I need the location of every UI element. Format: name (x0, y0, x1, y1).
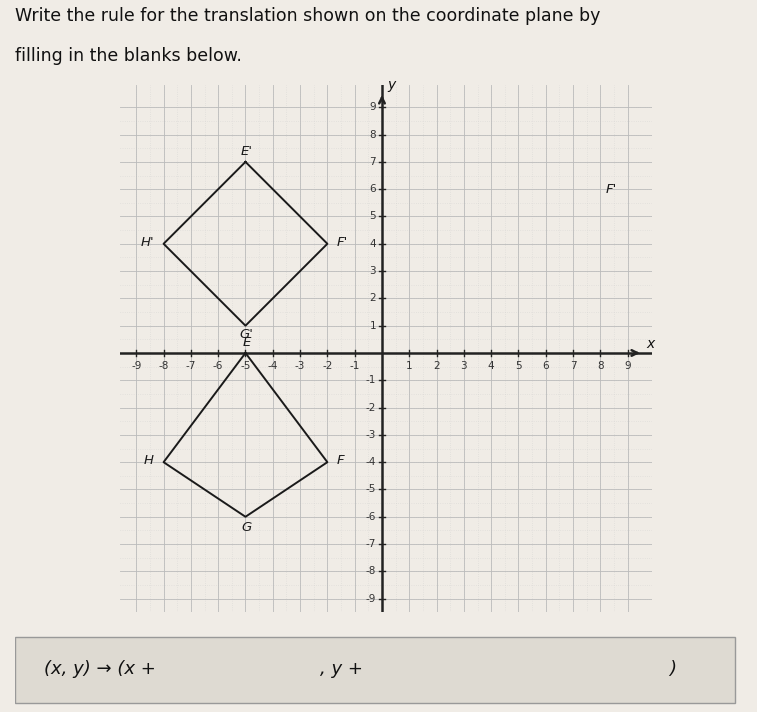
Text: (x, y) → (x +: (x, y) → (x + (44, 660, 156, 679)
Text: 4: 4 (369, 239, 376, 248)
Text: Write the rule for the translation shown on the coordinate plane by: Write the rule for the translation shown… (15, 7, 600, 25)
Text: -2: -2 (366, 402, 376, 412)
Text: 6: 6 (369, 184, 376, 194)
Text: 8: 8 (369, 130, 376, 140)
Text: G': G' (240, 328, 254, 342)
Text: 1: 1 (369, 320, 376, 330)
Text: F': F' (337, 236, 348, 249)
Text: -9: -9 (131, 360, 142, 371)
FancyBboxPatch shape (15, 637, 734, 703)
Text: 5: 5 (516, 360, 522, 371)
Text: 3: 3 (369, 266, 376, 276)
Text: , y +: , y + (320, 660, 363, 679)
Text: ): ) (669, 660, 676, 679)
Text: -2: -2 (322, 360, 332, 371)
Text: 1: 1 (406, 360, 413, 371)
Text: -4: -4 (366, 457, 376, 467)
Text: 6: 6 (543, 360, 549, 371)
Text: -6: -6 (213, 360, 223, 371)
Text: -5: -5 (240, 360, 251, 371)
Text: H': H' (140, 236, 154, 249)
Text: 4: 4 (488, 360, 494, 371)
Text: 7: 7 (570, 360, 576, 371)
Text: -1: -1 (366, 375, 376, 385)
Text: -4: -4 (267, 360, 278, 371)
Text: 5: 5 (369, 211, 376, 221)
Text: 9: 9 (625, 360, 631, 371)
Text: -3: -3 (366, 430, 376, 440)
Text: 2: 2 (369, 293, 376, 303)
Text: -8: -8 (158, 360, 169, 371)
Text: 2: 2 (433, 360, 440, 371)
Text: 3: 3 (460, 360, 467, 371)
Text: -6: -6 (366, 512, 376, 522)
Text: -8: -8 (366, 566, 376, 577)
Text: F': F' (606, 183, 617, 196)
Text: -7: -7 (366, 539, 376, 549)
Text: 9: 9 (369, 103, 376, 112)
Text: -7: -7 (185, 360, 196, 371)
Text: filling in the blanks below.: filling in the blanks below. (15, 47, 242, 65)
Text: E: E (243, 336, 251, 349)
Text: E': E' (241, 145, 253, 158)
Text: -5: -5 (366, 484, 376, 494)
Text: 8: 8 (597, 360, 603, 371)
Text: 7: 7 (369, 157, 376, 167)
Text: G: G (241, 521, 252, 534)
Text: H: H (144, 454, 154, 467)
Text: -9: -9 (366, 594, 376, 604)
Text: y: y (387, 78, 395, 93)
Text: x: x (646, 337, 655, 351)
Text: -1: -1 (350, 360, 360, 371)
Text: F: F (337, 454, 344, 467)
Text: -3: -3 (295, 360, 305, 371)
